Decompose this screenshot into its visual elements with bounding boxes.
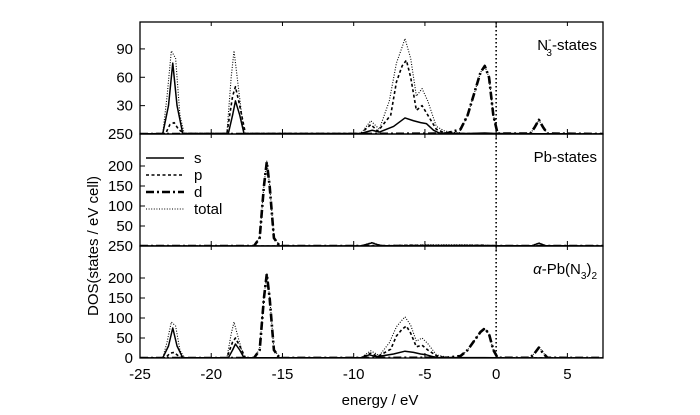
- panel-label-part: Pb-states: [534, 149, 597, 166]
- y-tick-label: 200: [108, 270, 133, 287]
- y-tick-label: 250: [108, 126, 133, 143]
- x-tick-label: -5: [418, 366, 431, 383]
- panel-label-3: α-Pb(N3)2: [533, 261, 597, 282]
- panel-frame-1: [139, 21, 604, 135]
- legend-d-label: d: [194, 184, 202, 201]
- panel-label-part: α: [533, 261, 542, 278]
- x-tick-label: -10: [343, 366, 365, 383]
- panel-label-part: -states: [552, 37, 597, 54]
- panel-label-part: N: [537, 37, 548, 54]
- y-tick-label: 100: [108, 198, 133, 215]
- y-tick-label: 50: [116, 330, 133, 347]
- x-tick-label: 0: [492, 366, 500, 383]
- panel-label-part: 2: [591, 271, 597, 282]
- x-tick-label: -20: [200, 366, 222, 383]
- panel-frames: [139, 21, 604, 359]
- series-p-line-panel-3: [140, 325, 603, 358]
- series-p-line-panel-1: [140, 59, 603, 134]
- y-tick-label: 200: [108, 158, 133, 175]
- legend-total-label: total: [194, 201, 222, 218]
- panel-label-part: -Pb(N: [542, 261, 581, 278]
- y-tick-label: 100: [108, 310, 133, 327]
- y-tick-label: 150: [108, 178, 133, 195]
- panel-label-part: -: [548, 35, 551, 46]
- y-tick-label: 250: [108, 238, 133, 255]
- x-axis-label: energy / eV: [342, 392, 419, 409]
- series-d-line-panel-1: [140, 64, 603, 134]
- panel-label-2: Pb-states: [534, 149, 597, 166]
- series-p-line-panel-2: [140, 244, 603, 246]
- y-tick-label: 0: [125, 350, 133, 367]
- panel-label-1: N- 3-states: [537, 35, 597, 59]
- series-total-line-panel-1: [140, 37, 603, 134]
- panel-label-part: 3: [581, 271, 587, 282]
- series-s-line-panel-3: [140, 327, 603, 358]
- panel-3-series: [140, 272, 603, 358]
- x-tick-label: -15: [272, 366, 294, 383]
- y-axis-label: DOS(states / eV cell): [85, 176, 102, 316]
- y-tick-label: 50: [116, 218, 133, 235]
- series-d-line-panel-3: [140, 272, 603, 358]
- panel-label-part: ): [586, 261, 591, 278]
- y-tick-label: 60: [116, 69, 133, 86]
- series-layer: [140, 37, 603, 358]
- legend-s-label: s: [194, 150, 202, 167]
- series-total-line-panel-3: [140, 272, 603, 358]
- x-tick-label: -25: [129, 366, 151, 383]
- y-tick-label: 90: [116, 41, 133, 58]
- panel-label-part: 3: [546, 48, 552, 59]
- x-tick-label: 5: [563, 366, 571, 383]
- legend-p-label: p: [194, 167, 202, 184]
- panel-1-series: [140, 37, 603, 134]
- y-tick-label: 150: [108, 290, 133, 307]
- y-tick-label: 30: [116, 98, 133, 115]
- series-s-line-panel-1: [140, 62, 603, 134]
